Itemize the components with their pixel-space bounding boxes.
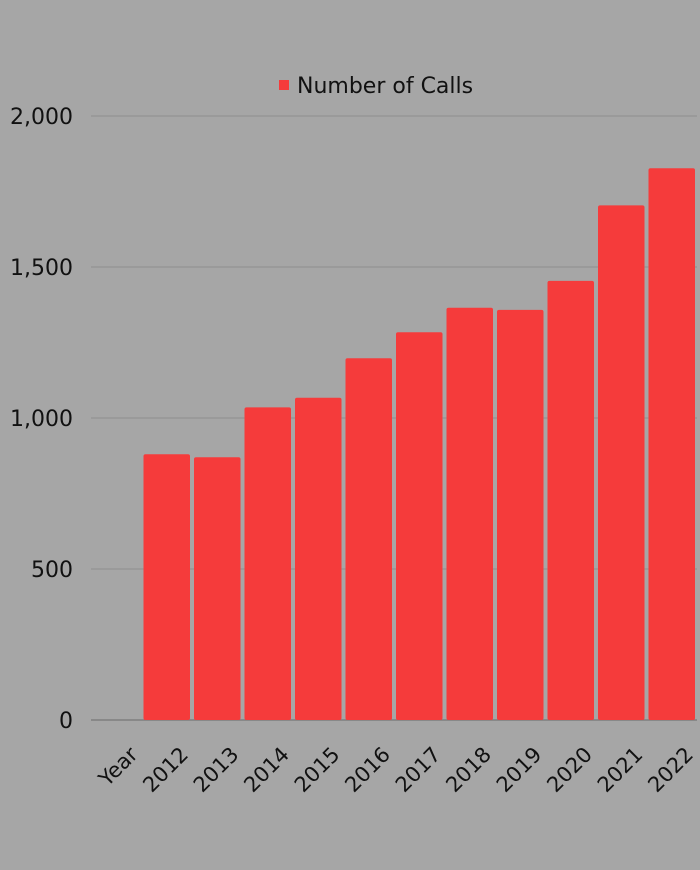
bar-2012 [143,454,190,720]
x-tick-label-2013: 2013 [189,742,244,797]
legend: Number of Calls [279,74,473,99]
bar-2015 [295,397,342,720]
bar-2013 [194,457,241,720]
x-tick-label-2019: 2019 [492,742,547,797]
x-tick-label-2014: 2014 [239,742,294,797]
x-axis-tick-labels: Year201220132014201520162017201820192020… [93,742,698,797]
bar-2017 [396,332,443,720]
x-tick-label-2021: 2021 [593,742,648,797]
y-tick-label: 500 [31,558,73,583]
y-tick-label: 0 [59,709,73,734]
y-axis-tick-labels: 0 500 1,000 1,500 2,000 [10,105,73,734]
x-tick-label-2022: 2022 [643,742,698,797]
x-tick-label-2017: 2017 [391,742,446,797]
bar-2020 [547,280,594,720]
bar-2019 [497,309,544,720]
x-tick-label-2020: 2020 [542,742,597,797]
bars [143,168,695,721]
y-tick-label: 2,000 [10,105,73,130]
x-tick-label-2012: 2012 [138,742,193,797]
x-tick-label-2018: 2018 [441,742,496,797]
gridlines [91,115,697,721]
legend-swatch [279,80,289,90]
y-tick-label: 1,500 [10,256,73,281]
bar-2018 [446,307,493,720]
bar-2022 [648,168,695,721]
x-tick-label-2015: 2015 [290,742,345,797]
y-tick-label: 1,000 [10,407,73,432]
bar-2021 [598,205,645,721]
bar-2016 [345,358,392,720]
x-tick-label-2016: 2016 [340,742,395,797]
x-tick-label-Year: Year [93,742,142,791]
bar-2014 [244,407,291,720]
legend-label-number-of-calls: Number of Calls [297,74,473,99]
